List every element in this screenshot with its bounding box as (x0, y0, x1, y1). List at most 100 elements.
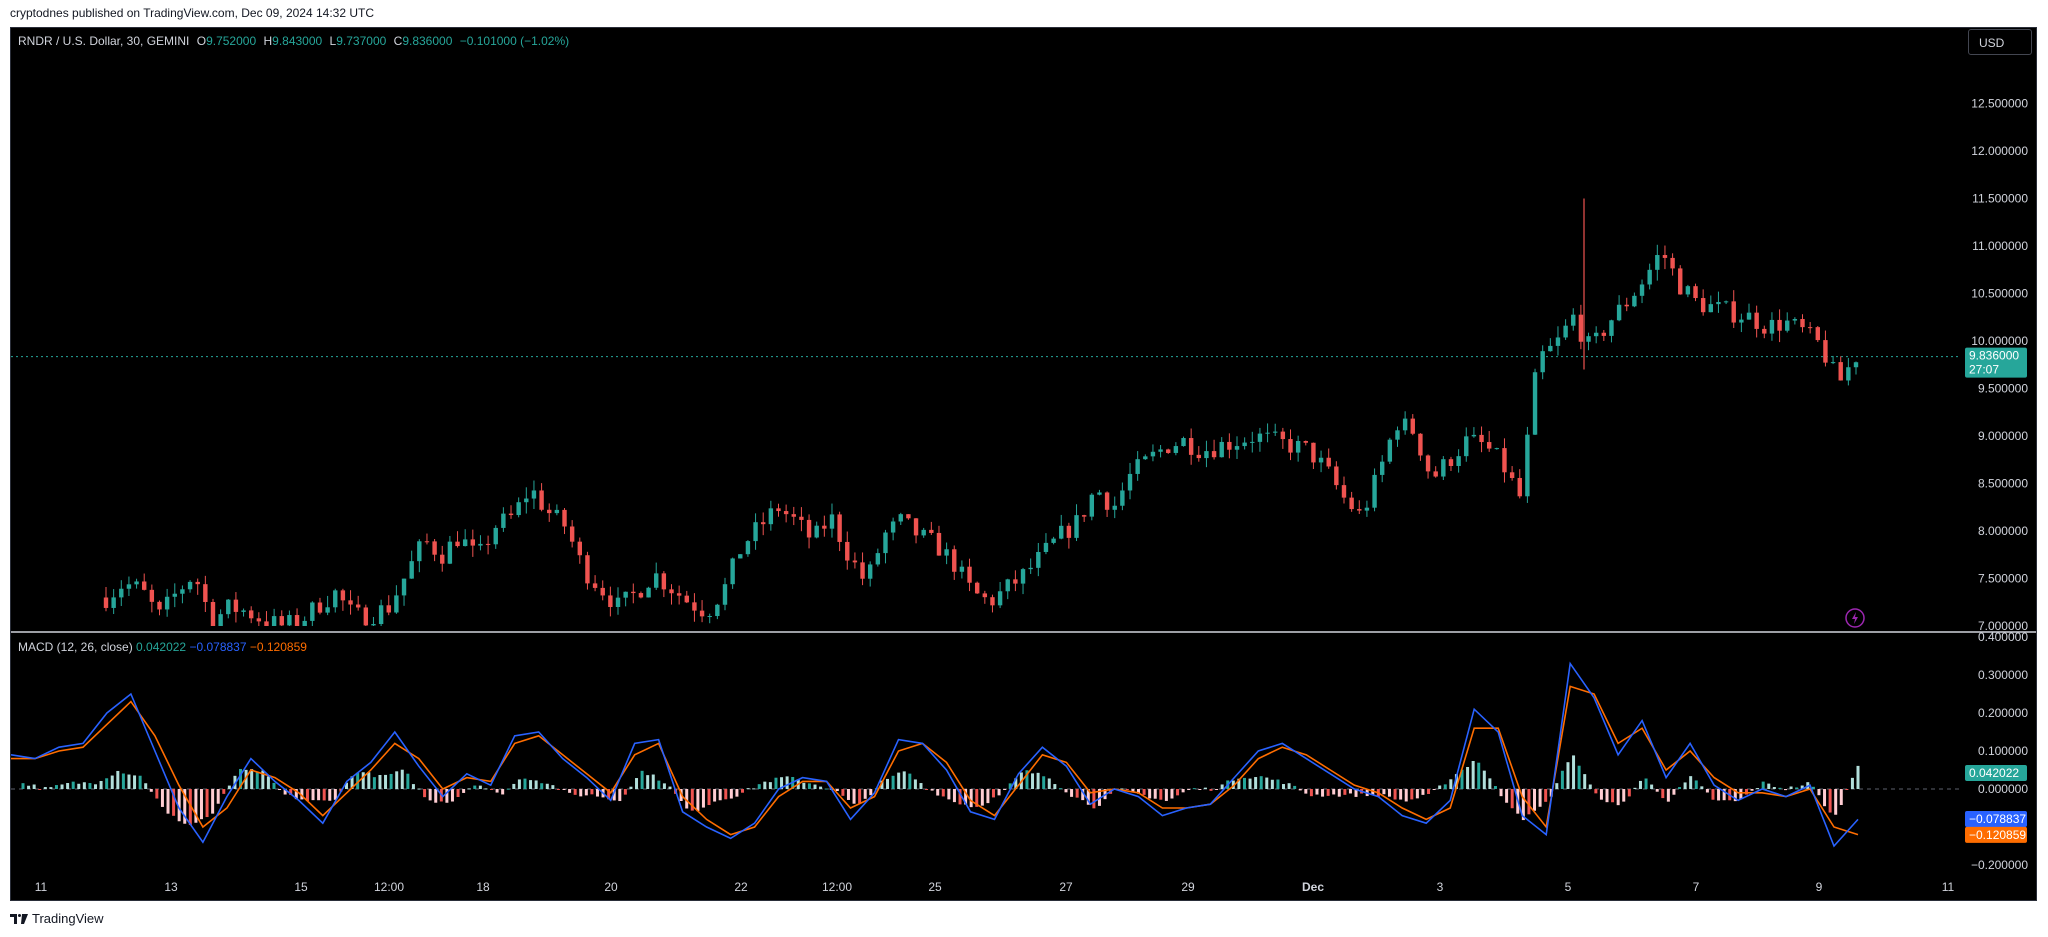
macd-hist-bar (300, 789, 304, 800)
macd-hist-bar (512, 783, 516, 789)
candle-body (684, 595, 689, 603)
macd-hist-bar (1014, 778, 1018, 789)
candle-body (1273, 431, 1278, 433)
macd-line (10, 661, 1859, 848)
candle-body (524, 498, 529, 503)
candle-body (875, 553, 881, 565)
price-tick-label: 10.500000 (1971, 287, 2028, 301)
macd-hist-bar (1627, 789, 1631, 797)
candle-body (447, 541, 453, 564)
macd-hist-bar (713, 789, 717, 802)
macd-hist-bar (941, 789, 945, 797)
macd-hist-bar (908, 773, 912, 789)
macd-hist-bar (211, 789, 215, 814)
macd-hist-bar (607, 789, 611, 800)
macd-hist-bar (1839, 789, 1843, 805)
candle-body (845, 541, 850, 561)
macd-signal-value: −0.120859 (249, 640, 307, 654)
chart-canvas[interactable]: 12.500000 12.000000 11.500000 11.000000 10.5… (10, 28, 2036, 900)
currency-button[interactable]: USD (1968, 29, 2032, 55)
candle-body (470, 539, 476, 546)
candle-body (1830, 362, 1836, 364)
candle-body (1662, 255, 1668, 258)
macd-hist-bar (964, 789, 968, 805)
price-tick-label: 8.500000 (1978, 477, 2028, 491)
candle-body (1502, 448, 1507, 473)
macd-hist-bar (1733, 789, 1737, 802)
macd-hist-bar (495, 789, 499, 793)
macd-hist-bar (450, 789, 454, 802)
candle-body (860, 562, 865, 579)
candle-body (783, 511, 789, 515)
candle-body (1341, 485, 1347, 498)
candle-body (264, 621, 269, 626)
candle-body (814, 525, 819, 538)
macd-hist-bar (1856, 765, 1860, 789)
macd-hist-bar (1482, 770, 1486, 789)
macd-hist-bar (1220, 784, 1224, 789)
brand-name: TradingView (32, 911, 104, 926)
candle-body (1150, 451, 1156, 457)
candle-body (768, 508, 774, 525)
candle-body (440, 554, 445, 564)
macd-hist-bar (1449, 779, 1453, 789)
macd-hist-bar (32, 784, 36, 789)
macd-axis: 0.400000 0.300000 0.200000 0.100000 0.000000… (1971, 630, 2028, 872)
macd-hist-bar (579, 789, 583, 797)
candle-body (1678, 268, 1683, 295)
macd-hist-bar (668, 786, 672, 789)
price-tick-label: 10.000000 (1971, 334, 2028, 348)
candle-body (997, 591, 1003, 606)
macd-hist-bar (1817, 789, 1821, 796)
macd-hist-bar (1270, 779, 1274, 789)
macd-hist-bar (1611, 789, 1615, 803)
macd-hist-bar (133, 775, 137, 789)
candle-body (1188, 438, 1194, 455)
candle-body (1288, 439, 1293, 453)
candle-body (279, 616, 284, 626)
candle-body (1425, 455, 1431, 472)
macd-hist-bar (1599, 789, 1603, 800)
candle-body (867, 564, 873, 579)
macd-hist-bar (880, 780, 884, 789)
candle-body (661, 573, 667, 590)
macd-hist-bar (172, 789, 176, 816)
lightning-icon[interactable] (1845, 608, 1865, 628)
macd-hist-bar (724, 789, 728, 800)
candle-body (1601, 332, 1607, 336)
time-tick-label: 3 (1437, 880, 1444, 894)
macd-hist-bar (1477, 762, 1481, 789)
macd-hist-bar (540, 783, 544, 789)
macd-hist-bar (1176, 789, 1180, 796)
candle-body (508, 513, 514, 516)
candle-body (1571, 314, 1576, 326)
chart-frame[interactable]: 12.500000 12.000000 11.500000 11.000000 10.5… (10, 27, 2037, 901)
macd-hist-bar (1583, 774, 1587, 789)
macd-hist-bar (618, 789, 622, 802)
candle-body (1464, 436, 1469, 457)
footer-brand: TradingView (10, 911, 104, 926)
macd-hist-bar (1616, 789, 1620, 806)
candle-body (1632, 295, 1637, 307)
candle-body (1838, 362, 1843, 381)
macd-hist-bar (774, 777, 778, 789)
candle-body (1334, 466, 1339, 486)
macd-hist-bar (1744, 789, 1748, 795)
time-tick-label: 12:00 (822, 880, 852, 894)
macd-hist-bar (478, 785, 482, 789)
macd-hist-bar (462, 789, 466, 793)
macd-line-badge: −0.078837 (1969, 812, 2026, 826)
macd-hist-bar (43, 787, 47, 789)
macd-hist-bar (1845, 789, 1849, 790)
candle-body (707, 616, 712, 618)
macd-tick-label: −0.200000 (1971, 858, 2028, 872)
macd-hist-bar (356, 772, 360, 789)
macd-hist-bar (1800, 785, 1804, 789)
macd-hist-bar (77, 783, 81, 789)
macd-hist-bar (1070, 789, 1074, 797)
macd-hist-bar (1555, 783, 1559, 789)
macd-hist-bar (1510, 789, 1514, 809)
macd-hist-bar (1276, 779, 1280, 789)
macd-hist-bar (1410, 789, 1414, 800)
price-tick-label: 9.000000 (1978, 429, 2028, 443)
